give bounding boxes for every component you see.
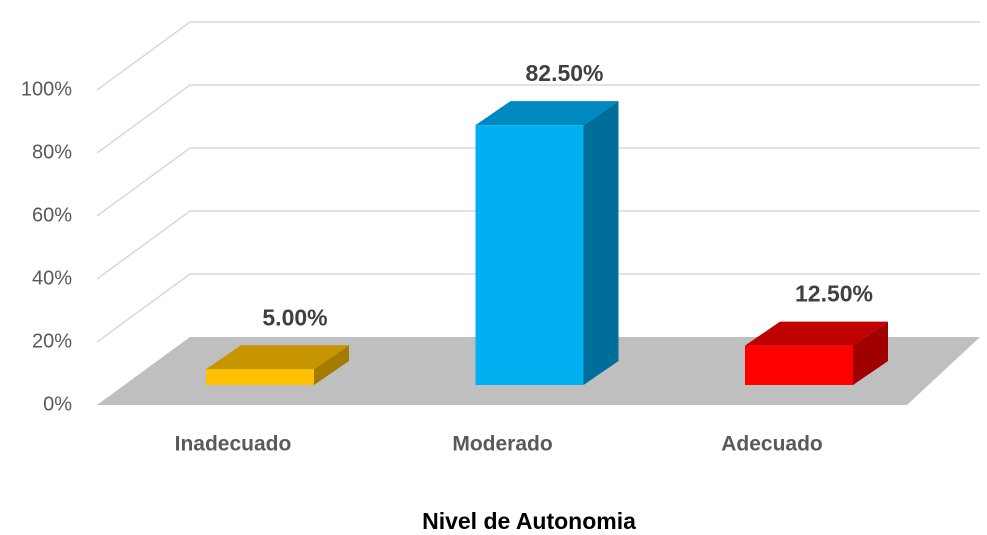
- bar-top: [206, 345, 349, 370]
- bar-top: [475, 101, 619, 126]
- bar: [745, 345, 853, 385]
- x-tick-label: Moderado: [452, 433, 552, 456]
- y-tick-label: 100%: [21, 78, 72, 100]
- bar: [475, 125, 584, 385]
- data-label: 12.50%: [795, 281, 873, 307]
- data-label: 5.00%: [262, 304, 327, 330]
- bar: [206, 369, 314, 385]
- bar-top: [745, 321, 888, 346]
- y-tick-label: 40%: [32, 267, 72, 289]
- data-label: 82.50%: [525, 60, 603, 86]
- bar-side: [583, 101, 619, 385]
- grid-line: [96, 147, 980, 217]
- y-tick-label: 60%: [32, 204, 72, 226]
- y-tick-label: 0%: [43, 393, 72, 415]
- grid-line: [96, 210, 980, 280]
- grid-line: [96, 21, 980, 91]
- y-tick-label: 20%: [32, 330, 72, 352]
- x-tick-label: Adecuado: [721, 433, 823, 456]
- bar-side: [314, 345, 349, 385]
- grid-line: [96, 84, 980, 154]
- x-axis-title: Nivel de Autonomia: [422, 508, 636, 534]
- y-tick-label: 80%: [32, 141, 72, 163]
- grid-line: [96, 273, 980, 343]
- x-tick-label: Inadecuado: [175, 433, 292, 456]
- bar-side: [853, 321, 888, 385]
